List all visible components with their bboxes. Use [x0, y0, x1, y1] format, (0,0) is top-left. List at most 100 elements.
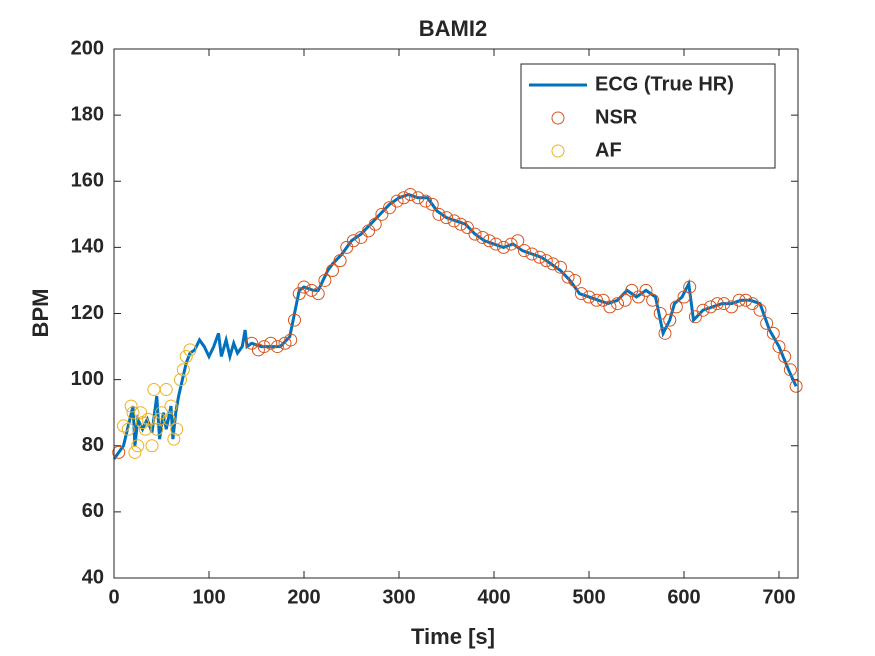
- x-tick-label: 500: [572, 586, 605, 608]
- scatter-point: [561, 270, 575, 284]
- scatter-point: [631, 290, 645, 304]
- scatter-point: [745, 297, 759, 311]
- scatter-point: [270, 340, 284, 354]
- scatter-point: [311, 287, 325, 301]
- scatter-point: [789, 379, 803, 393]
- scatter-point: [288, 313, 301, 327]
- x-tick-label: 400: [477, 586, 510, 608]
- scatter-point: [383, 201, 396, 215]
- x-tick-label: 700: [762, 586, 795, 608]
- scatter-point: [717, 297, 731, 311]
- x-axis-label: Time [s]: [411, 624, 495, 649]
- scatter-point: [162, 412, 176, 426]
- scatter-point: [460, 221, 474, 235]
- scatter-point: [174, 373, 187, 387]
- scatter-point: [432, 207, 446, 221]
- scatter-point: [397, 191, 411, 205]
- scatter-point: [596, 293, 610, 307]
- scatter-point: [618, 293, 632, 307]
- y-tick-label: 200: [71, 37, 104, 59]
- scatter-point: [511, 234, 525, 248]
- scatter-point: [153, 412, 167, 426]
- y-tick-label: 120: [71, 302, 104, 324]
- scatter-point: [517, 244, 531, 258]
- legend-label: AF: [595, 139, 622, 161]
- scatter-point: [772, 340, 786, 354]
- scatter-point: [155, 406, 168, 420]
- scatter-point: [476, 230, 490, 244]
- scatter-point: [138, 422, 152, 436]
- scatter-point: [318, 273, 332, 287]
- scatter-point: [497, 240, 510, 254]
- scatter-point: [766, 326, 780, 340]
- scatter-point: [639, 283, 653, 297]
- y-tick-label: 100: [71, 368, 104, 390]
- y-tick-label: 40: [82, 566, 104, 588]
- scatter-point: [447, 214, 461, 228]
- legend-label: ECG (True HR): [595, 73, 734, 95]
- scatter-point: [704, 300, 718, 314]
- y-tick-label: 140: [71, 236, 104, 258]
- plot-frame: [113, 48, 799, 579]
- x-tick-label: 200: [287, 586, 320, 608]
- scatter-point: [124, 399, 138, 413]
- scatter-point: [739, 293, 753, 307]
- scatter-point: [696, 303, 710, 317]
- scatter-point: [440, 211, 453, 225]
- scatter-point: [590, 293, 604, 307]
- x-tick-label: 0: [108, 586, 119, 608]
- scatter-point: [179, 349, 193, 363]
- scatter-point: [677, 290, 691, 304]
- scatter-point: [646, 293, 660, 307]
- scatter-point: [305, 283, 319, 297]
- scatter-point: [710, 297, 724, 311]
- scatter-point: [611, 297, 624, 311]
- legend-swatch: [551, 144, 565, 158]
- scatter-point: [546, 257, 560, 271]
- legend-label: NSR: [595, 106, 638, 128]
- scatter-point: [264, 336, 278, 350]
- scatter-point: [375, 207, 389, 221]
- scatter-point: [297, 280, 311, 294]
- scatter-point: [568, 273, 582, 287]
- y-tick-label: 60: [82, 500, 104, 522]
- scatter-point: [539, 254, 553, 268]
- scatter-point: [489, 237, 503, 251]
- scatter-point: [170, 422, 184, 436]
- scatter-point: [164, 399, 178, 413]
- scatter-point: [753, 303, 767, 317]
- scatter-point: [419, 194, 433, 208]
- scatter-point: [778, 349, 792, 363]
- scatter-point: [454, 217, 468, 231]
- scatter-point: [326, 264, 339, 278]
- x-tick-label: 100: [192, 586, 225, 608]
- scatter-point: [284, 333, 298, 347]
- scatter-point: [669, 300, 683, 314]
- scatter-point: [403, 187, 417, 201]
- scatter-point: [468, 227, 482, 241]
- scatter-point: [121, 422, 135, 436]
- scatter-point: [658, 326, 672, 340]
- scatter-point: [663, 313, 677, 327]
- scatter-point: [354, 230, 368, 244]
- scatter-point: [145, 439, 159, 453]
- scatter-point: [625, 283, 639, 297]
- legend-swatch: [551, 111, 565, 125]
- y-tick-label: 160: [71, 170, 104, 192]
- scatter-point: [783, 363, 797, 377]
- scatter-point: [390, 194, 404, 208]
- scatter-point: [368, 217, 382, 231]
- scatter-point: [126, 406, 140, 420]
- scatter-point: [128, 445, 142, 459]
- scatter-point: [525, 247, 539, 261]
- scatter-point: [362, 224, 376, 238]
- scatter-point: [554, 260, 567, 274]
- scatter-point: [176, 363, 190, 377]
- scatter-point: [117, 419, 130, 433]
- scatter-point: [533, 250, 547, 264]
- chart-title: BAMI2: [419, 16, 487, 41]
- scatter-point: [245, 336, 259, 350]
- scatter-point: [112, 445, 126, 459]
- scatter-point: [653, 307, 667, 320]
